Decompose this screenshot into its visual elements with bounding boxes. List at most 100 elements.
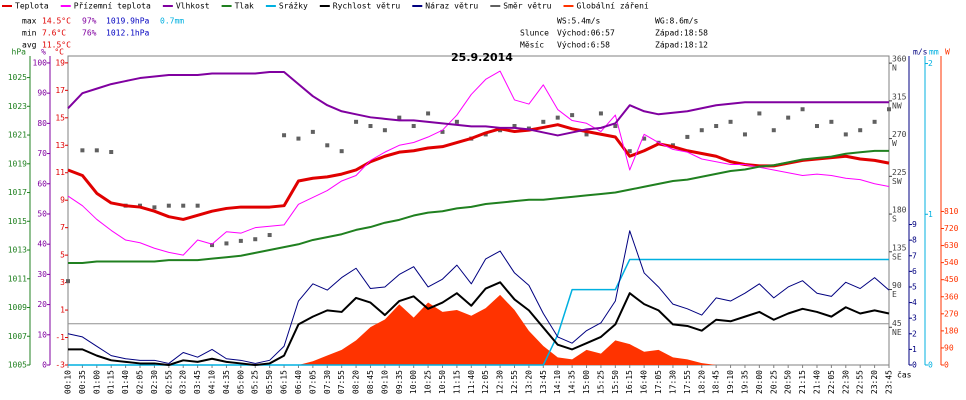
tick-label: 450 xyxy=(944,275,959,284)
direction-dot xyxy=(786,115,791,120)
direction-dot xyxy=(181,203,186,208)
direction-dot xyxy=(368,124,373,129)
x-tick-label: 05:00 xyxy=(236,370,245,394)
legend-label: Náraz větru xyxy=(425,2,478,11)
series-line xyxy=(67,71,889,137)
tick-label: 1021 xyxy=(8,131,27,140)
x-tick-label: 01:40 xyxy=(121,370,130,394)
series-line xyxy=(67,70,890,256)
legend-label: Vlhkost xyxy=(176,2,210,11)
tick-label: 135 xyxy=(892,243,907,252)
direction-dot xyxy=(253,237,258,242)
stat-text: 14.5°C xyxy=(42,17,71,26)
tick-label: 1009 xyxy=(8,303,27,312)
direction-dot xyxy=(541,119,546,124)
legend-label: Rychlost větru xyxy=(333,2,401,11)
x-tick-label: 19:10 xyxy=(726,370,735,394)
tick-label: 70 xyxy=(37,149,47,158)
direction-dot xyxy=(887,107,891,112)
info-text: Východ:06:57 xyxy=(557,29,615,38)
x-tick-label: 09:35 xyxy=(395,370,404,394)
tick-label: 1 xyxy=(912,345,917,354)
tick-label: 270 xyxy=(892,130,907,139)
tick-label: 1007 xyxy=(8,332,27,341)
stat-text: 11.5°C xyxy=(42,41,71,50)
direction-dot xyxy=(109,150,114,155)
tick-label: 1013 xyxy=(8,246,27,255)
x-tick-label: 23:45 xyxy=(885,370,894,394)
x-tick-label: 04:35 xyxy=(222,370,231,394)
direction-dot xyxy=(80,148,85,153)
x-tick-label: 08:20 xyxy=(352,370,361,394)
tick-label: 810 xyxy=(944,207,959,216)
chart-title: 25.9.2014 xyxy=(451,51,513,64)
tick-label: 90 xyxy=(892,281,902,290)
direction-dot xyxy=(757,111,762,116)
direction-dot xyxy=(728,119,733,124)
tick-label: -1 xyxy=(55,333,65,342)
x-tick-label: 15:50 xyxy=(611,370,620,394)
legend-label: Tlak xyxy=(235,2,254,11)
tick-label: 1 xyxy=(60,306,65,315)
tick-label: 13 xyxy=(55,141,65,150)
direction-dot xyxy=(627,149,632,154)
tick-label: 19 xyxy=(55,58,65,67)
direction-dot xyxy=(814,124,819,129)
tick-direction-label: W xyxy=(892,139,897,148)
tick-label: 1 xyxy=(928,210,933,219)
info-text: Slunce xyxy=(520,29,549,38)
info-text: Východ:6:58 xyxy=(557,41,610,50)
x-tick-label: 17:30 xyxy=(668,370,677,394)
tick-label: 1005 xyxy=(8,361,27,370)
tick-label: 17 xyxy=(55,86,65,95)
direction-dot xyxy=(325,143,330,148)
tick-label: 0 xyxy=(928,361,933,370)
direction-dot xyxy=(714,124,719,129)
direction-dot xyxy=(195,203,200,208)
direction-dot xyxy=(742,132,747,137)
tick-direction-label: NW xyxy=(892,101,902,110)
direction-dot xyxy=(210,243,215,248)
x-tick-label: 18:45 xyxy=(712,370,721,394)
tick-label: 360 xyxy=(892,55,907,64)
series-line xyxy=(68,258,889,366)
direction-dot xyxy=(800,107,805,112)
tick-label: 180 xyxy=(892,206,907,215)
tick-label: 540 xyxy=(944,258,959,267)
legend-label: Přízemní teplota xyxy=(74,2,151,11)
x-tick-label: 07:30 xyxy=(323,370,332,394)
tick-label: 3 xyxy=(60,278,65,287)
tick-label: 720 xyxy=(944,224,959,233)
legend-label: Směr větru xyxy=(503,2,551,11)
x-tick-label: 12:30 xyxy=(496,370,505,394)
direction-dot xyxy=(411,124,416,129)
x-tick-label: 12:05 xyxy=(481,370,490,394)
info-text: WG:8.6m/s xyxy=(655,17,699,26)
x-tick-label: 13:45 xyxy=(539,370,548,394)
axis-unit-label: m/s xyxy=(913,48,928,57)
x-tick-label: 19:35 xyxy=(740,370,749,394)
tick-label: 1025 xyxy=(8,73,27,82)
x-tick-label: 02:05 xyxy=(136,370,145,394)
direction-dot xyxy=(224,241,229,246)
x-tick-label: 21:40 xyxy=(812,370,821,394)
x-tick-label: 06:15 xyxy=(280,370,289,394)
series-line xyxy=(67,230,890,364)
info-text: Západ:18:58 xyxy=(655,29,708,38)
direction-dot xyxy=(354,119,359,124)
stat-text: avg xyxy=(22,41,37,50)
direction-dot xyxy=(843,132,848,137)
stat-text: min xyxy=(22,29,37,38)
x-tick-label: 11:15 xyxy=(452,370,461,394)
stat-text: 1012.1hPa xyxy=(106,29,150,38)
tick-label: 50 xyxy=(37,209,47,218)
tick-label: 15 xyxy=(55,113,65,122)
x-tick-label: 09:10 xyxy=(380,370,389,394)
direction-dot xyxy=(555,115,560,120)
x-tick-label: 22:55 xyxy=(856,370,865,394)
x-tick-label: 17:05 xyxy=(654,370,663,394)
tick-label: 30 xyxy=(37,270,47,279)
tick-label: 8 xyxy=(912,236,917,245)
stat-text: max xyxy=(22,17,37,26)
series-line xyxy=(68,149,889,264)
